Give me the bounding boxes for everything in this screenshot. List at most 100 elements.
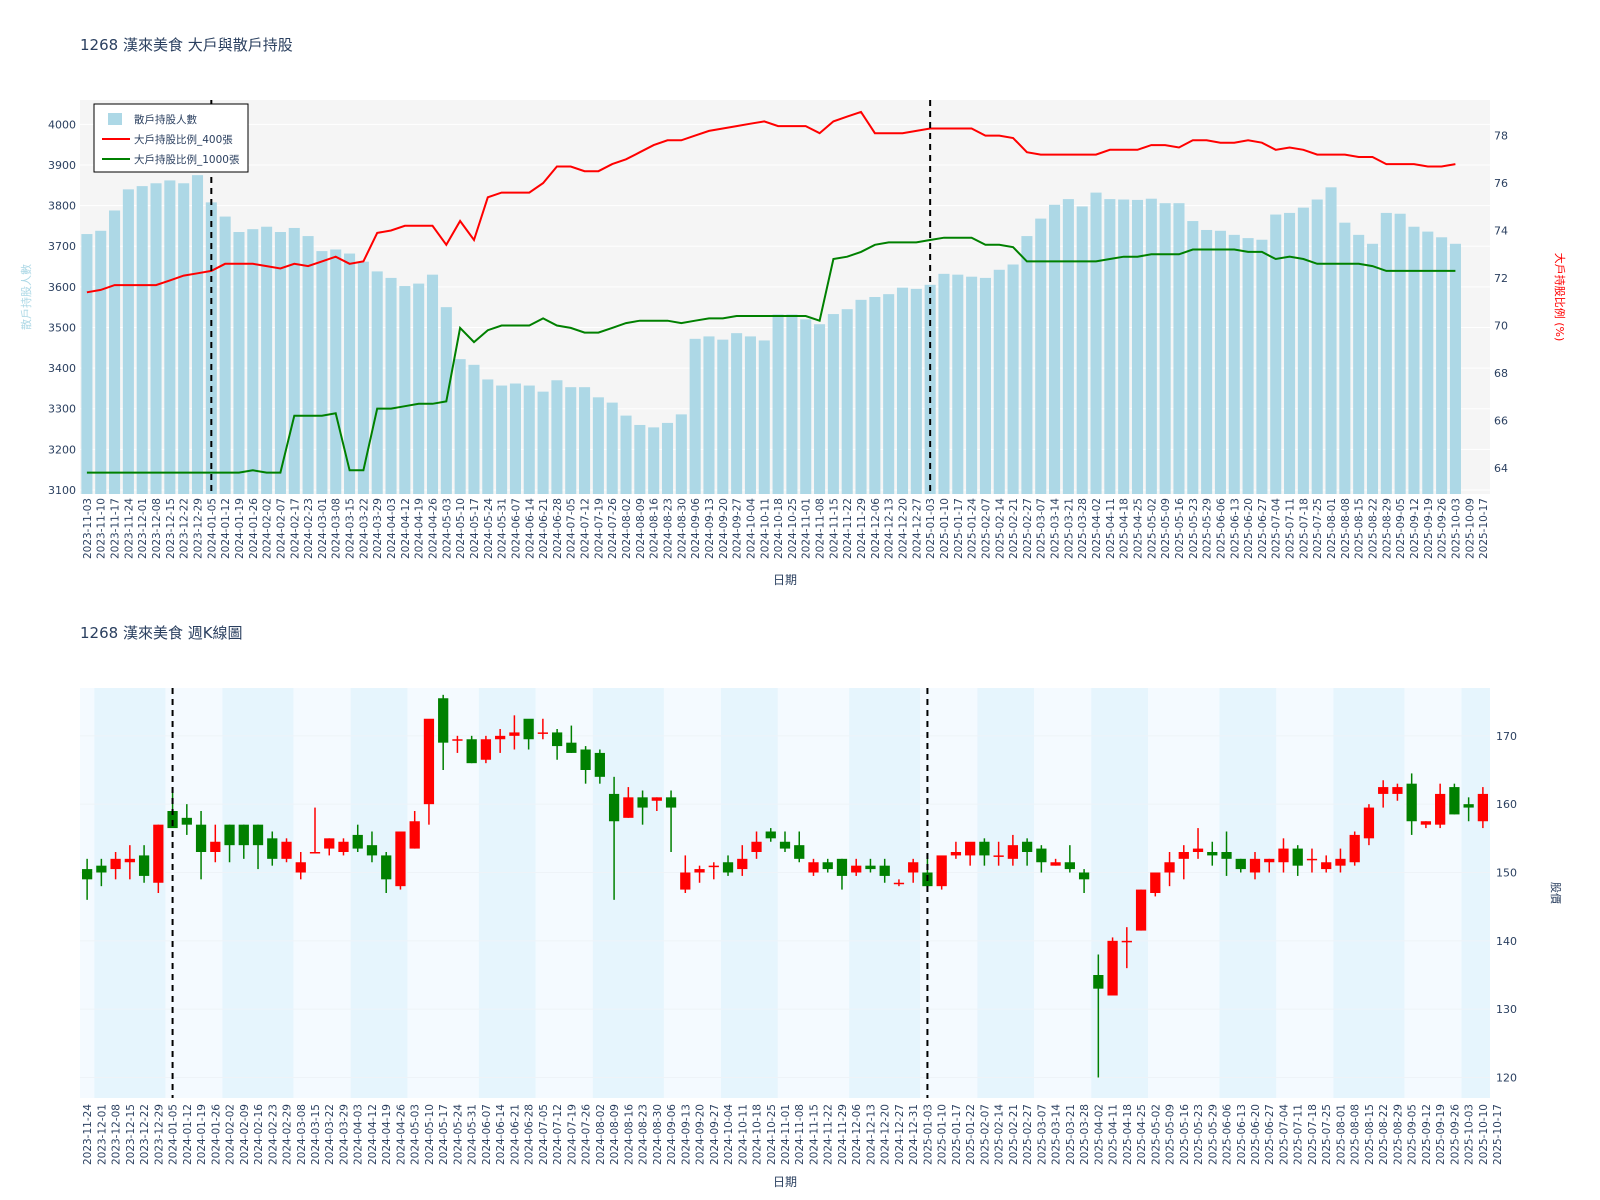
x-tick-label: 2024-09-06: [690, 498, 702, 559]
month-band: [777, 688, 850, 1098]
bar: [150, 183, 162, 494]
x-tick-label: 2024-04-26: [428, 498, 440, 559]
x-tick-label: 2025-02-14: [994, 1104, 1006, 1165]
x-tick-label: 2025-09-05: [1407, 1104, 1419, 1165]
bar: [136, 186, 148, 495]
x-tick-label: 2025-07-04: [1271, 498, 1283, 559]
x-tick-label: 2025-04-25: [1136, 1104, 1148, 1165]
x-tick-label: 2024-04-19: [381, 1104, 393, 1165]
candle-body: [110, 858, 121, 870]
bar: [122, 189, 134, 494]
x-axis-title: 日期: [773, 1175, 797, 1189]
x-tick-label: 2025-06-13: [1229, 498, 1241, 559]
y-tick-label: 3800: [48, 200, 76, 213]
y2-tick-label: 78: [1494, 130, 1508, 143]
x-tick-label: 2024-05-10: [424, 1104, 436, 1165]
bar: [1118, 199, 1130, 495]
candle-body: [1435, 793, 1446, 825]
bar: [758, 340, 770, 494]
legend-label-1000: 大戶持股比例_1000張: [134, 153, 240, 166]
x-tick-label: 2025-06-27: [1264, 1104, 1276, 1165]
bar: [1436, 237, 1448, 495]
x-tick-label: 2024-12-27: [894, 1104, 906, 1165]
candle-body: [1292, 848, 1303, 866]
bar: [1007, 264, 1019, 494]
x-tick-label: 2025-07-04: [1278, 1104, 1290, 1165]
x-tick-label: 2024-04-12: [400, 498, 412, 559]
x-tick-label: 2025-10-17: [1478, 498, 1490, 559]
x-tick-label: 2024-03-15: [345, 498, 357, 559]
x-axis-title: 日期: [773, 573, 797, 587]
bar: [896, 287, 909, 494]
candle-body: [1264, 858, 1275, 863]
x-tick-label: 2025-05-02: [1150, 1104, 1162, 1165]
bar: [191, 175, 204, 494]
y2-tick-label: 76: [1494, 177, 1508, 190]
x-tick-label: 2024-01-19: [234, 498, 246, 559]
candle-body: [210, 841, 221, 852]
candle-body: [1221, 852, 1232, 859]
bar: [1394, 213, 1406, 494]
bar: [454, 359, 466, 494]
bar: [966, 276, 978, 494]
bar: [786, 314, 798, 494]
candle-body: [167, 811, 178, 829]
x-tick-label: 2025-05-29: [1202, 498, 1214, 559]
x-tick-label: 2025-02-21: [1008, 498, 1020, 559]
bar: [744, 336, 756, 494]
x-tick-label: 2025-03-28: [1077, 498, 1089, 559]
candle-body: [1378, 787, 1389, 794]
x-tick-label: 2023-12-22: [179, 498, 191, 559]
bar: [1366, 243, 1379, 494]
candle-body: [138, 855, 150, 876]
x-tick-label: 2024-05-31: [467, 1104, 479, 1165]
bar: [993, 269, 1005, 494]
x-tick-label: 2024-04-03: [353, 1104, 365, 1165]
x-tick-label: 2025-03-14: [1050, 498, 1062, 559]
x-tick-label: 2025-04-25: [1133, 498, 1145, 559]
x-tick-label: 2024-07-19: [593, 498, 605, 559]
x-tick-label: 2025-08-01: [1326, 498, 1338, 559]
x-tick-label: 2024-11-22: [823, 1104, 835, 1165]
candle-body: [566, 742, 577, 753]
x-tick-label: 2024-10-25: [766, 1104, 778, 1165]
candle-body: [1235, 858, 1246, 870]
candle-body: [765, 831, 776, 839]
x-tick-label: 2025-05-23: [1193, 1104, 1205, 1165]
x-tick-label: 2024-11-29: [837, 1104, 849, 1165]
bar: [661, 422, 674, 494]
candle-body: [1078, 872, 1090, 880]
bar: [1173, 203, 1185, 494]
x-tick-label: 2024-02-17: [289, 498, 301, 559]
x-tick-label: 2024-12-06: [851, 1104, 863, 1165]
x-tick-label: 2024-06-07: [510, 498, 522, 559]
month-band: [1219, 688, 1277, 1098]
candle-body: [1249, 858, 1261, 873]
bar: [1270, 214, 1282, 495]
candle-body: [224, 824, 235, 846]
x-tick-label: 2024-12-31: [908, 1104, 920, 1165]
x-tick-label: 2025-10-17: [1492, 1104, 1504, 1165]
candle-body: [1036, 848, 1047, 863]
candle-body: [238, 824, 249, 846]
bar: [95, 230, 107, 494]
x-tick-label: 2025-01-10: [939, 498, 951, 559]
candle-body: [423, 718, 435, 805]
bar: [606, 402, 618, 494]
candle-body: [1093, 975, 1104, 989]
y-axis-title: 股價: [1549, 882, 1563, 904]
x-tick-label: 2025-02-07: [980, 498, 992, 559]
x-tick-label: 2024-02-02: [225, 1104, 237, 1165]
month-band: [920, 688, 978, 1098]
bar: [1021, 236, 1033, 495]
bar: [717, 339, 729, 494]
x-tick-label: 2024-02-23: [267, 1104, 279, 1165]
x-tick-label: 2024-04-03: [386, 498, 398, 559]
x-tick-label: 2024-10-25: [787, 498, 799, 559]
x-tick-label: 2024-07-12: [580, 498, 592, 559]
x-tick-label: 2025-05-09: [1165, 1104, 1177, 1165]
candle-body: [936, 855, 947, 887]
candle-body: [965, 841, 976, 856]
y-tick-label: 130: [1496, 1003, 1517, 1016]
x-tick-label: 2024-02-07: [275, 498, 287, 559]
